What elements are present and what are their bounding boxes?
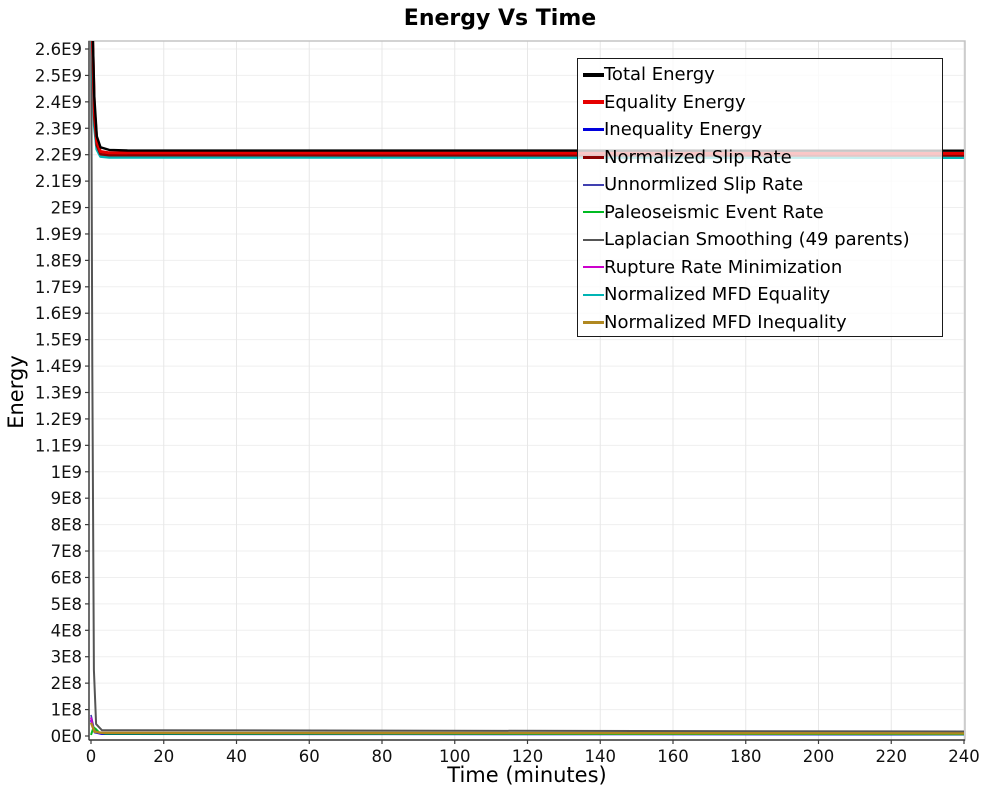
series-line <box>91 41 965 155</box>
y-tick-label: 2.4E9 <box>35 93 82 112</box>
legend-item: Rupture Rate Minimization <box>578 254 942 282</box>
legend-swatch <box>583 266 604 269</box>
legend-swatch <box>583 238 604 241</box>
legend-item: Unnormlized Slip Rate <box>578 171 942 199</box>
legend-item: Normalized Slip Rate <box>578 144 942 172</box>
x-tick-label: 200 <box>803 747 835 766</box>
legend-label: Total Energy <box>604 64 715 86</box>
y-tick-label: 1E9 <box>51 463 82 482</box>
x-tick-label: 140 <box>585 747 617 766</box>
x-tick-label: 80 <box>372 747 393 766</box>
y-tick-label: 2.3E9 <box>35 119 82 138</box>
y-tick-label: 2E8 <box>51 674 82 693</box>
y-tick-label: 2E9 <box>51 199 82 218</box>
series-line <box>91 41 965 152</box>
legend-item: Normalized MFD Inequality <box>578 309 942 337</box>
x-tick-label: 0 <box>86 747 97 766</box>
x-tick-label: 220 <box>876 747 908 766</box>
legend-label: Inequality Energy <box>604 119 763 141</box>
y-tick-label: 1E8 <box>51 701 82 720</box>
legend-swatch <box>583 100 604 105</box>
y-tick-label: 2.2E9 <box>35 146 82 165</box>
y-tick-label: 1.7E9 <box>35 278 82 297</box>
y-tick-label: 1.3E9 <box>35 384 82 403</box>
x-tick-label: 180 <box>730 747 762 766</box>
legend-label: Normalized Slip Rate <box>604 146 792 168</box>
y-tick-label: 6E8 <box>51 568 82 587</box>
legend-label: Normalized MFD Inequality <box>604 311 847 333</box>
legend-swatch <box>583 211 604 214</box>
legend-label: Equality Energy <box>604 91 746 113</box>
legend-item: Paleoseismic Event Rate <box>578 199 942 227</box>
y-tick-label: 2.5E9 <box>35 66 82 85</box>
legend-swatch <box>583 128 604 132</box>
y-tick-label: 1.1E9 <box>35 436 82 455</box>
legend-label: Paleoseismic Event Rate <box>604 201 824 223</box>
x-tick-label: 120 <box>512 747 544 766</box>
legend-swatch <box>583 155 604 159</box>
x-tick-label: 20 <box>153 747 174 766</box>
legend-item: Total Energy <box>578 61 942 89</box>
legend-item: Normalized MFD Equality <box>578 281 942 309</box>
y-tick-label: 0E0 <box>51 727 82 746</box>
legend-swatch <box>583 293 604 296</box>
y-tick-label: 1.9E9 <box>35 225 82 244</box>
y-tick-label: 2.6E9 <box>35 40 82 59</box>
x-tick-label: 240 <box>948 747 980 766</box>
legend-item: Laplacian Smoothing (49 parents) <box>578 226 942 254</box>
legend-label: Normalized MFD Equality <box>604 284 831 306</box>
y-tick-label: 9E8 <box>51 489 82 508</box>
legend-item: Inequality Energy <box>578 116 942 144</box>
legend-swatch <box>583 183 604 186</box>
legend-label: Rupture Rate Minimization <box>604 256 843 278</box>
chart-title: Energy Vs Time <box>403 6 597 31</box>
legend-item: Equality Energy <box>578 89 942 117</box>
y-tick-label: 2.1E9 <box>35 172 82 191</box>
y-tick-label: 5E8 <box>51 595 82 614</box>
legend-label: Unnormlized Slip Rate <box>604 174 804 196</box>
y-tick-label: 8E8 <box>51 516 82 535</box>
legend-swatch <box>583 321 604 324</box>
x-tick-label: 160 <box>657 747 689 766</box>
x-tick-label: 100 <box>439 747 471 766</box>
y-tick-label: 1.6E9 <box>35 304 82 323</box>
y-tick-label: 1.4E9 <box>35 357 82 376</box>
x-axis-label: Time (minutes) <box>447 763 607 787</box>
y-tick-label: 7E8 <box>51 542 82 561</box>
y-tick-label: 1.2E9 <box>35 410 82 429</box>
series-line <box>90 41 965 733</box>
series-line <box>89 722 965 735</box>
legend: Total Energy Equality Energy Inequality En… <box>577 58 943 337</box>
y-tick-label: 1.8E9 <box>35 251 82 270</box>
legend-label: Laplacian Smoothing (49 parents) <box>604 229 910 251</box>
x-tick-label: 60 <box>299 747 320 766</box>
legend-swatch <box>583 72 604 77</box>
x-tick-label: 40 <box>226 747 247 766</box>
y-tick-label: 4E8 <box>51 621 82 640</box>
y-tick-label: 3E8 <box>51 648 82 667</box>
y-tick-label: 1.5E9 <box>35 331 82 350</box>
